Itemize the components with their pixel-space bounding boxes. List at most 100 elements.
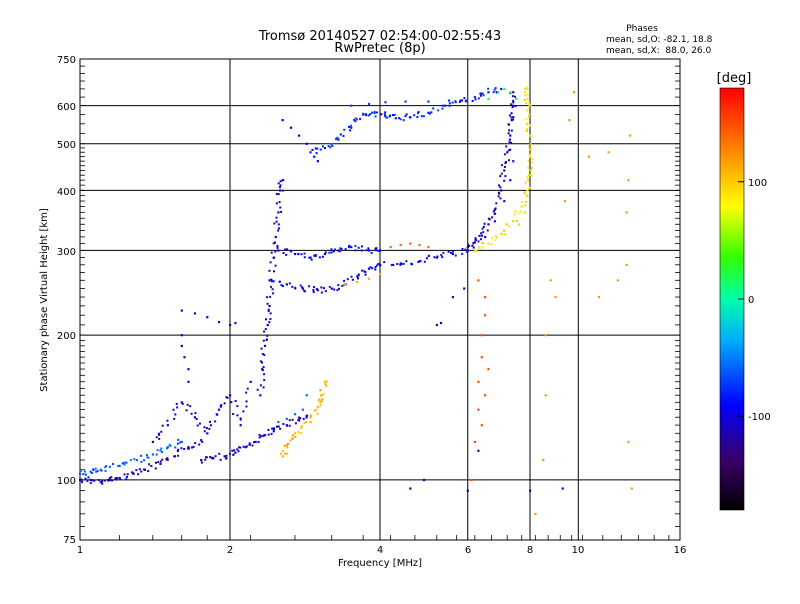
data-point-1-6	[166, 446, 169, 449]
data-point-15-4-2	[525, 200, 528, 203]
data-point-15-6-2	[527, 166, 530, 169]
data-point-9-8-2	[383, 261, 386, 264]
data-point-1-0-2	[82, 473, 85, 476]
data-point-2-6-4	[267, 428, 270, 431]
data-point-5-5-5	[226, 396, 229, 399]
data-point-19-5	[316, 160, 319, 163]
data-point-19-1	[289, 126, 293, 129]
tick-label-x-2: 2	[227, 545, 233, 556]
data-point-17-3-3	[353, 118, 356, 121]
data-point-5-0-1	[155, 436, 158, 439]
data-point-5-0-5	[160, 430, 163, 433]
data-point-10-5	[350, 245, 353, 249]
data-point-21-2	[477, 408, 480, 411]
data-point-12-2	[367, 277, 371, 280]
data-point-15-6-1	[529, 169, 532, 172]
data-point-15-10-2	[526, 93, 529, 96]
data-point-5-7-5	[245, 391, 248, 394]
data-point-17-1-1	[327, 145, 330, 148]
data-point-10-1-4	[303, 256, 306, 259]
data-point-9-12-2	[454, 254, 457, 257]
data-point-9-13	[466, 249, 469, 252]
data-point-13-4-1	[494, 207, 497, 210]
data-point-15-6	[529, 174, 532, 177]
data-point-13-4-6	[497, 191, 500, 194]
data-point-17-9-4	[437, 109, 440, 112]
data-point-0-3-4	[114, 477, 117, 480]
data-point-0-2-2	[104, 479, 107, 482]
data-point-10-2-5	[321, 255, 324, 258]
data-point-5-3-2	[198, 422, 201, 425]
data-point-9-8-6	[399, 263, 402, 266]
data-point-17-2-2	[342, 134, 345, 137]
data-point-8-8-1	[280, 210, 283, 213]
data-point-13-8-5	[507, 123, 510, 126]
data-point-4-0-1	[279, 452, 282, 455]
data-point-9-0-4	[280, 284, 283, 287]
data-point-15-9-5	[527, 102, 530, 105]
data-point-8-4-1	[266, 302, 269, 305]
data-point-0-9-6	[201, 440, 204, 443]
data-point-8-6-5	[272, 242, 275, 245]
data-point-9-3-4	[322, 287, 325, 290]
data-point-4-1-5	[291, 434, 294, 437]
data-point-13-2-2	[480, 232, 483, 235]
data-point-15-4-6	[523, 192, 526, 195]
data-point-1-4-4	[146, 456, 149, 459]
stats-line-x: mean, sd,X: 88.0, 26.0	[606, 46, 712, 56]
data-point-17-10-6	[458, 100, 461, 103]
data-point-0-5-4	[138, 468, 141, 471]
data-point-9-1-5	[299, 284, 302, 287]
axis-ticks	[79, 58, 680, 541]
data-point-8-5-5	[269, 261, 272, 264]
data-point-4-3-6	[315, 408, 318, 411]
data-point-17-11-5	[471, 99, 474, 102]
data-point-1-6-5	[179, 441, 182, 444]
data-point-5-1-1	[166, 419, 169, 422]
data-point-13-9-2	[510, 116, 513, 119]
data-point-17-9-1	[428, 112, 431, 115]
data-point-0-3-6	[115, 478, 118, 481]
data-point-18-2	[503, 87, 506, 91]
data-point-5-6-2	[234, 399, 237, 402]
data-point-17-6-5	[393, 113, 396, 116]
data-point-15-5-3	[524, 181, 527, 184]
data-point-21-11	[487, 368, 490, 371]
data-point-10-4-4	[344, 248, 347, 251]
data-point-10-0-3	[286, 248, 289, 251]
data-point-0-3-1	[110, 476, 113, 479]
data-point-9-3-2	[320, 291, 323, 294]
data-point-8-0-4	[263, 379, 266, 382]
data-point-5-4-2	[209, 424, 212, 427]
data-point-8-2-3	[265, 338, 268, 341]
data-point-5-0-2	[158, 437, 161, 440]
data-point-1-4-2	[143, 459, 146, 462]
data-point-7-5	[234, 321, 237, 325]
data-point-4-5-6	[325, 380, 328, 383]
data-point-13-6-5	[507, 159, 510, 162]
data-point-17-6	[384, 115, 387, 118]
data-point-7-4	[229, 323, 232, 327]
data-point-22-18	[627, 440, 630, 444]
data-point-15-10-3	[524, 90, 527, 93]
data-point-17-13-1	[487, 87, 490, 90]
data-point-2-5-1	[257, 440, 260, 443]
data-point-13-6-2	[503, 165, 506, 168]
data-point-17-11	[459, 99, 462, 102]
data-point-1-1-3	[96, 469, 99, 472]
data-point-13-10	[512, 104, 515, 107]
data-point-1-1-5	[95, 470, 98, 473]
data-point-15-9-2	[526, 109, 529, 112]
data-point-17-8-1	[413, 114, 416, 117]
data-point-17-6-6	[391, 114, 394, 117]
data-point-21-0	[470, 478, 473, 482]
data-point-0-6	[143, 468, 147, 471]
data-point-10-4-5	[348, 244, 351, 247]
data-point-17-2-4	[343, 128, 346, 131]
data-point-1-6-3	[174, 446, 177, 449]
data-point-5-7-6	[246, 387, 249, 390]
data-point-17-5-5	[384, 111, 387, 114]
data-point-7-2	[206, 316, 209, 319]
tick-label-y-300: 300	[57, 247, 76, 258]
data-point-17-10-3	[451, 101, 454, 104]
